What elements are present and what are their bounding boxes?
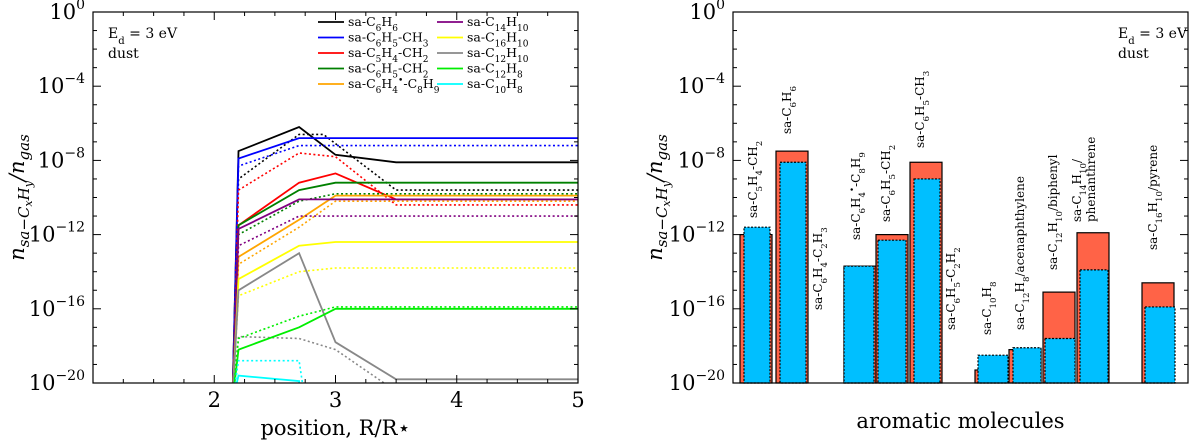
y-axis-label: nsa−CxHy/ngas: [5, 134, 35, 261]
bar-dust-3: [843, 265, 875, 384]
legend-label: sa-C14H10: [467, 14, 529, 34]
annotation-energy: Ed = 3 eV: [108, 26, 178, 47]
bar-label: sa-C5H4-CH2: [746, 141, 765, 218]
right-bar-chart: sa-C5H4-CH2 sa-C6H6 sa-C6H4-C2H3 sa-C6H4•-C…: [643, 0, 1189, 433]
bar-label: sa-C12H8/acenaphthylene: [1013, 176, 1032, 330]
x-tick-label: 5: [571, 388, 584, 412]
series-line-9: [235, 374, 301, 383]
series-dotted-6: [232, 267, 578, 383]
y-tick-label: 10−20: [669, 368, 725, 395]
y-tick-label: 10−4: [678, 71, 725, 98]
bar-dust-10: [1079, 269, 1109, 384]
bar-label: sa-C10H8: [980, 281, 999, 335]
series-line-6: [232, 241, 578, 383]
series-dotted-2: [232, 152, 578, 383]
series-dotted-4: [232, 200, 578, 383]
bar-label: sa-C6H4-C2H3: [811, 227, 830, 310]
y-axis-label: nsa−CxHy/ngas: [643, 134, 673, 261]
series-group: [231, 125, 578, 383]
series-dotted-8: [233, 306, 578, 383]
bar-dust-8: [1012, 347, 1042, 384]
y-tick-label: 10−12: [29, 220, 85, 247]
y-tick-label: 10−20: [29, 368, 85, 395]
y-tick-label: 10−8: [678, 145, 725, 172]
annotation-energy: Ed = 3 eV: [1118, 26, 1188, 47]
bar-dust-5: [913, 178, 941, 384]
bar-label: sa-C12H10/biphenyl: [1046, 154, 1065, 270]
series-dotted-3: [232, 193, 578, 383]
y-tick-label: 10−4: [38, 71, 85, 98]
x-axis-label: position, R/R⋆: [260, 416, 410, 440]
y-tick-label: 100: [689, 0, 725, 24]
bar-label: sa-C6H5-C2H2: [944, 247, 963, 330]
legend-label: sa-C6H4•-C8H9: [348, 76, 440, 96]
bar-dust-9: [1044, 337, 1076, 384]
series-line-4: [232, 194, 578, 383]
left-line-chart: 100 10−4 10−8 10−12 10−16 10−20 2 3 4 5 position, …: [5, 0, 585, 440]
series-dotted-0: [232, 133, 578, 383]
bar-label: sa-C6H6: [780, 86, 799, 134]
bar-label: sa-C6H5-CH2: [879, 145, 898, 222]
bar-dust-7: [977, 354, 1009, 384]
bar-label: sa-C14H10/: [1070, 158, 1089, 222]
legend-label: sa-C16H10: [467, 30, 529, 50]
y-tick-label: 10−8: [38, 145, 85, 172]
series-dotted-7: [233, 335, 385, 383]
y-tick-label: 10−16: [29, 294, 85, 321]
y-tick-label: 10−16: [669, 294, 725, 321]
annotation-dust: dust: [108, 46, 139, 62]
legend-label: sa-C6H6: [348, 14, 398, 34]
series-line-8: [233, 307, 578, 383]
bar-dust-4: [877, 239, 907, 384]
bar-dust-1: [779, 161, 807, 384]
annotation-dust: dust: [1118, 46, 1149, 62]
bar-label: sa-C6H5-CH3: [913, 71, 932, 148]
bar-dust-0: [743, 226, 771, 384]
bar-label: sa-C16H10/pyrene: [1146, 145, 1165, 250]
x-axis-label: aromatic molecules: [856, 409, 1064, 433]
legend-label: sa-C6H5-CH3: [348, 30, 429, 50]
x-tick-label: 4: [450, 388, 463, 412]
legend-label: sa-C6H5-CH2: [348, 61, 428, 81]
x-tick-label: 3: [329, 388, 342, 412]
legend-label: sa-C5H4-CH2: [348, 45, 428, 65]
y-tick-label: 10−12: [669, 220, 725, 247]
bar-label: sa-C6H4•-C8H9: [848, 152, 868, 240]
legend-label: sa-C12H10: [467, 45, 529, 65]
series-dotted-9: [234, 359, 304, 383]
bar-dust-11: [1144, 306, 1176, 384]
bar-label: phenanthrene: [1084, 137, 1098, 222]
x-tick-label: 2: [208, 388, 221, 412]
legend-label: sa-C10H8: [467, 76, 523, 96]
series-dotted-1: [232, 144, 578, 383]
series-line-1: [231, 137, 578, 383]
y-tick-label: 100: [49, 0, 85, 24]
legend-label: sa-C12H8: [467, 61, 523, 81]
